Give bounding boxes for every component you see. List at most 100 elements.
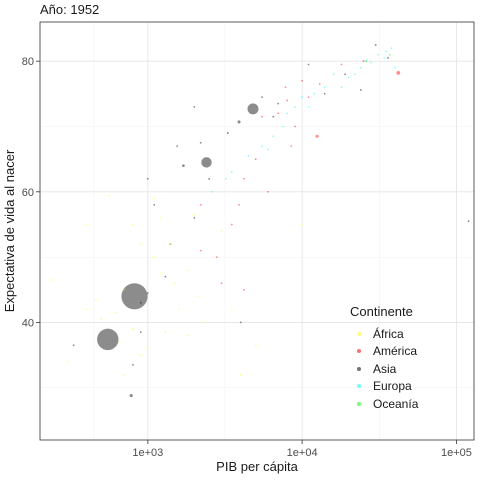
- data-point-asia: [467, 220, 470, 223]
- data-point-áfrica: [178, 308, 181, 311]
- data-point-europa: [383, 57, 385, 59]
- data-point-áfrica: [85, 223, 88, 226]
- data-point-américa: [290, 145, 293, 148]
- data-point-américa: [267, 190, 269, 193]
- data-point-áfrica: [123, 288, 125, 291]
- data-point-américa: [215, 256, 218, 258]
- y-tick-label: 60: [22, 187, 34, 199]
- data-point-áfrica: [100, 318, 103, 321]
- data-point-áfrica: [169, 243, 172, 246]
- grid-lines: [40, 22, 474, 440]
- y-tick-label: 40: [22, 317, 34, 329]
- data-point-oceanía: [388, 53, 391, 56]
- legend-item: Europa: [350, 378, 470, 396]
- legend-key: [350, 343, 367, 360]
- data-point-asia: [208, 177, 211, 180]
- data-point-oceanía: [365, 60, 368, 63]
- plot-panel: [40, 22, 474, 440]
- legend-swatch: [356, 349, 361, 354]
- data-point-europa: [301, 96, 303, 98]
- data-point-asia: [359, 88, 362, 91]
- data-point-américa: [220, 282, 223, 285]
- data-point-europa: [307, 106, 310, 108]
- data-point-asia: [199, 141, 202, 144]
- data-point-américa: [243, 288, 245, 291]
- data-point-áfrica: [220, 230, 223, 232]
- legend-key: [350, 360, 367, 377]
- data-point-áfrica: [230, 308, 233, 311]
- legend-item: África: [350, 325, 470, 343]
- data-point-asia: [237, 120, 241, 124]
- data-point-américa: [230, 223, 233, 226]
- data-point-américa: [286, 99, 289, 102]
- data-point-américa: [199, 249, 202, 252]
- data-point-américa: [307, 96, 310, 98]
- data-point-asia: [387, 56, 389, 59]
- data-point-europa: [267, 148, 269, 151]
- data-point-áfrica: [118, 341, 120, 343]
- legend-item: Asia: [350, 360, 470, 378]
- legend-label: Oceanía: [373, 396, 419, 411]
- data-point-áfrica: [146, 347, 149, 350]
- data-point-asia: [247, 103, 259, 115]
- data-point-asia: [374, 43, 377, 46]
- panel-border: [39, 21, 475, 441]
- data-point-áfrica: [123, 373, 125, 376]
- data-point-europa: [261, 145, 263, 148]
- x-axis: 1e+03 1e+04 1e+05: [132, 440, 472, 459]
- data-point-asia: [164, 275, 167, 278]
- data-point-áfrica: [153, 256, 156, 258]
- legend-label: Europa: [373, 379, 412, 394]
- legend-swatch: [356, 331, 361, 336]
- legend-item: Oceanía: [350, 395, 470, 413]
- y-tick-label: 80: [22, 56, 34, 68]
- data-point-europa: [294, 106, 296, 108]
- data-point-áfrica: [159, 272, 162, 275]
- data-point-asia: [277, 102, 280, 105]
- data-point-europa: [332, 73, 335, 76]
- data-point-américa: [340, 63, 343, 66]
- data-points: [51, 43, 470, 398]
- legend-key: [350, 325, 367, 342]
- data-point-europa: [230, 171, 233, 174]
- data-point-áfrica: [139, 243, 142, 246]
- data-point-europa: [394, 66, 396, 69]
- data-point-asia: [146, 177, 149, 180]
- data-point-áfrica: [174, 282, 176, 285]
- data-point-europa: [247, 155, 250, 157]
- data-point-europa: [340, 86, 343, 89]
- data-point-europa: [272, 135, 275, 138]
- x-tick-label: 1e+04: [287, 447, 318, 459]
- data-point-asia: [272, 115, 275, 118]
- data-point-asia: [121, 283, 148, 310]
- data-point-europa: [359, 66, 362, 69]
- data-point-asia: [344, 73, 346, 76]
- data-point-áfrica: [51, 279, 54, 281]
- data-point-europa: [385, 50, 387, 53]
- data-point-asia: [226, 132, 229, 134]
- data-point-asia: [169, 243, 172, 246]
- data-point-asia: [182, 164, 185, 168]
- legend-label: Asia: [373, 361, 397, 376]
- y-axis-title: Expectativa de vida al nacer: [2, 149, 17, 312]
- data-point-europa: [282, 125, 284, 128]
- legend-swatch: [356, 384, 361, 389]
- data-point-américa: [284, 86, 287, 89]
- data-point-asia: [153, 204, 156, 206]
- legend-key: [350, 378, 367, 395]
- data-point-asia: [139, 301, 142, 304]
- data-point-europa: [323, 86, 326, 89]
- x-tick-label: 1e+03: [132, 447, 163, 459]
- legend-swatch: [356, 366, 361, 371]
- x-tick-label: 1e+05: [441, 447, 472, 459]
- data-point-asia: [193, 106, 196, 108]
- data-point-áfrica: [139, 354, 142, 356]
- data-point-europa: [390, 47, 393, 49]
- data-point-américa: [318, 83, 321, 85]
- data-point-asia: [201, 157, 212, 168]
- data-point-áfrica: [186, 269, 189, 272]
- data-point-asia: [261, 96, 263, 98]
- data-point-europa: [347, 76, 350, 79]
- data-point-áfrica: [132, 328, 134, 330]
